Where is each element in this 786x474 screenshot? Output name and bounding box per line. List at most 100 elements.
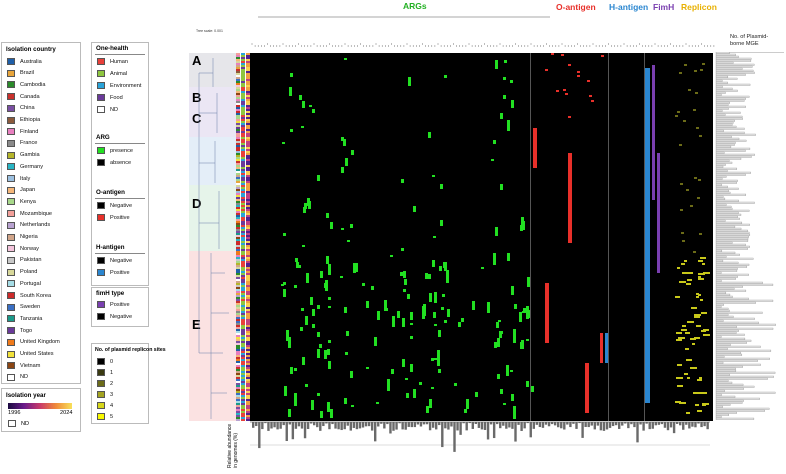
abundance-bar xyxy=(569,422,572,428)
heatmap-cell xyxy=(294,368,297,371)
metadata-cell xyxy=(236,241,240,243)
country-item-united-kingdom-label: United Kingdom xyxy=(20,339,60,346)
heatmap-cell xyxy=(405,378,408,380)
heatmap-cell xyxy=(433,236,436,238)
abundance-bar xyxy=(462,422,465,424)
metadata-cell xyxy=(241,159,245,161)
country-item-norway-swatch xyxy=(7,245,15,253)
heatmap-cell xyxy=(692,343,695,345)
mge-bar xyxy=(715,185,728,188)
metadata-cell xyxy=(236,97,240,99)
metadata-cell xyxy=(236,183,240,185)
abundance-bar xyxy=(572,422,575,424)
metadata-cell xyxy=(241,203,245,205)
mge-bar xyxy=(715,323,776,326)
metadata-cell xyxy=(246,153,250,155)
metadata-cell xyxy=(236,345,240,347)
metadata-cell xyxy=(236,349,240,351)
metadata-cell xyxy=(236,401,240,403)
mge-bar xyxy=(715,287,735,290)
heatmap-cell xyxy=(362,283,365,286)
onehealth-item-human: Human xyxy=(97,58,128,65)
mge-bar xyxy=(715,205,732,208)
country-item-netherlands-swatch xyxy=(7,221,15,229)
tree-scale-label: Tree scale: 0.001 xyxy=(196,29,223,33)
hantigen-item-positive-label: Positive xyxy=(110,269,130,276)
metadata-cell xyxy=(241,349,245,351)
metadata-cell xyxy=(236,217,240,219)
metadata-cell xyxy=(246,417,250,419)
metadata-cell xyxy=(241,275,245,277)
metadata-cell xyxy=(241,373,245,375)
country-item-poland-swatch xyxy=(7,268,15,276)
metadata-cell xyxy=(241,53,245,55)
heatmap-cell xyxy=(506,365,509,376)
metadata-cell xyxy=(236,295,240,297)
heatmap-cell xyxy=(317,393,320,396)
heatmap-cell xyxy=(328,340,331,343)
abundance-bar xyxy=(370,422,374,431)
heatmap-cell xyxy=(434,358,437,360)
mge-bar xyxy=(715,403,731,406)
metadata-cell xyxy=(241,157,245,159)
heatmap-cell xyxy=(392,316,395,327)
heatmap-cell xyxy=(310,297,313,305)
metadata-cell xyxy=(246,413,250,415)
metadata-cell xyxy=(241,235,245,237)
cluster-c-band xyxy=(189,137,236,185)
heatmap-cell xyxy=(513,334,516,343)
mge-bar xyxy=(715,317,755,320)
metadata-cell xyxy=(236,275,240,277)
heatmap-cell xyxy=(413,206,416,212)
metadata-cell xyxy=(241,283,245,285)
heatmap-cell xyxy=(522,311,525,313)
metadata-cell xyxy=(246,209,250,211)
metadata-cell xyxy=(236,195,240,197)
heatmap-cell xyxy=(330,222,333,229)
replicon-item-0: 0 xyxy=(97,358,113,365)
metadata-cell xyxy=(236,167,240,169)
mge-bar xyxy=(715,111,741,114)
metadata-cell xyxy=(246,183,250,185)
mge-bar xyxy=(715,91,726,94)
metadata-cell xyxy=(236,309,240,311)
metadata-cell xyxy=(241,227,245,229)
metadata-cell xyxy=(236,387,240,389)
metadata-cell xyxy=(236,317,240,319)
replicon-item-2: 2 xyxy=(97,380,113,387)
metadata-cell xyxy=(241,153,245,155)
metadata-cell xyxy=(246,185,250,187)
heatmap-cell xyxy=(500,389,503,394)
abundance-bar xyxy=(377,422,380,427)
mge-bar xyxy=(715,267,738,270)
metadata-cell xyxy=(241,143,245,145)
abundance-bar xyxy=(349,422,352,431)
metadata-cell xyxy=(241,67,245,69)
heatmap-cell xyxy=(371,286,374,290)
metadata-cell xyxy=(241,351,245,353)
heatmap-cell xyxy=(283,289,286,297)
metadata-cell xyxy=(241,175,245,177)
metadata-cell xyxy=(246,273,250,275)
arg-item-absence-swatch xyxy=(97,159,105,166)
metadata-cell xyxy=(241,255,245,257)
heatmap-cell xyxy=(693,109,696,111)
mge-bar xyxy=(715,143,735,146)
heatmap-cell xyxy=(679,402,686,404)
metadata-cell xyxy=(246,385,250,387)
metadata-cell xyxy=(246,93,250,95)
mge-bar xyxy=(715,365,743,368)
metadata-cell xyxy=(241,223,245,225)
mge-bar xyxy=(715,109,723,112)
metadata-cell xyxy=(241,369,245,371)
heatmap-cell xyxy=(694,177,697,179)
metadata-cell xyxy=(246,397,250,399)
metadata-cell xyxy=(246,85,250,87)
hantigen-item-negative-swatch xyxy=(97,257,105,264)
heatmap-cell xyxy=(693,392,700,394)
replicon-item-1: 1 xyxy=(97,369,113,376)
heatmap-cell xyxy=(685,348,689,350)
heatmap-cell xyxy=(344,58,347,60)
metadata-cell xyxy=(246,387,250,389)
mge-bar xyxy=(715,407,770,410)
